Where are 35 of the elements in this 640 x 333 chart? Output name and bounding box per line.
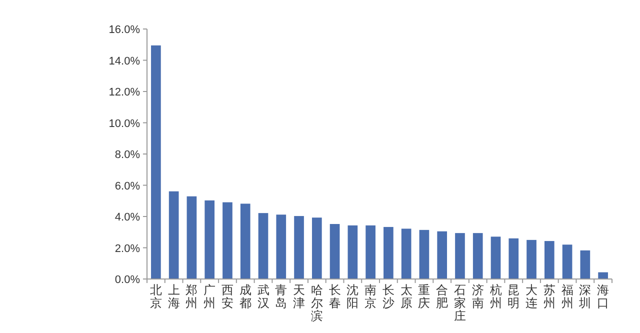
x-tick-label: 福州	[561, 283, 574, 310]
x-tick-label: 南京	[364, 283, 377, 310]
x-tick-label: 天津	[293, 283, 306, 310]
x-tick-label: 济南	[472, 283, 484, 310]
x-tick-label: 郑州	[186, 283, 198, 310]
y-tick-label: 6.0%	[114, 180, 140, 192]
x-tick-label: 长春	[328, 283, 341, 310]
x-tick-label: 昆明	[508, 283, 520, 310]
x-tick-label: 成都	[239, 283, 252, 310]
x-tick-label: 苏州	[543, 283, 556, 310]
x-tick-label: 广州	[204, 283, 216, 310]
x-tick-label: 合肥	[436, 283, 448, 310]
y-tick-label: 10.0%	[108, 118, 140, 130]
x-tick-label: 哈尔滨	[310, 283, 323, 323]
y-tick-label: 4.0%	[114, 212, 140, 224]
y-tick-label: 12.0%	[108, 86, 140, 98]
y-tick-label: 16.0%	[108, 24, 140, 36]
x-tick-label: 长沙	[382, 283, 394, 310]
x-tick-label: 重庆	[418, 283, 430, 310]
x-tick-label: 太原	[400, 283, 412, 310]
y-tick-label: 14.0%	[108, 55, 140, 68]
y-tick-label: 2.0%	[114, 242, 140, 255]
x-tick-label: 青岛	[275, 283, 288, 310]
x-tick-label: 沈阳	[346, 283, 359, 310]
x-tick-label: 深圳	[578, 283, 592, 310]
x-tick-label: 武汉	[257, 283, 270, 310]
x-tick-label: 杭州	[488, 283, 502, 310]
x-tick-label: 西安	[221, 283, 234, 310]
x-tick-label: 北京	[150, 283, 162, 310]
x-tick-label: 上海	[168, 283, 180, 310]
x-tick-label: 海口	[597, 283, 610, 310]
y-tick-label: 0.0%	[114, 274, 140, 286]
x-tick-label: 石家庄	[454, 283, 466, 323]
y-tick-label: 8.0%	[114, 149, 140, 161]
x-tick-label: 大连	[526, 283, 538, 310]
